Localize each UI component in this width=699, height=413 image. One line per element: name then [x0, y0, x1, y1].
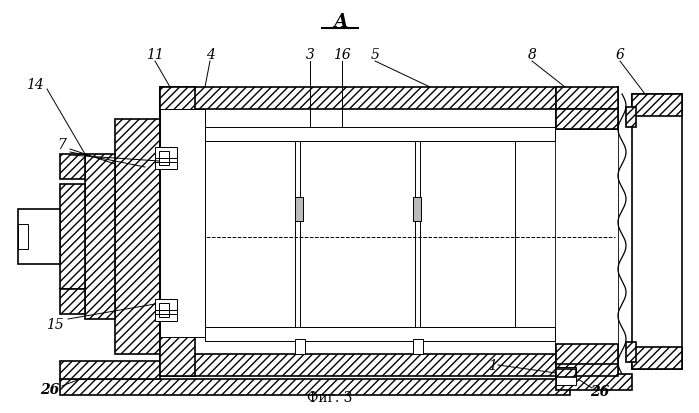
Bar: [160, 110, 205, 337]
Bar: [556, 374, 632, 390]
Bar: [155, 299, 177, 321]
Bar: [556, 367, 576, 385]
Bar: [159, 152, 169, 166]
Bar: [60, 154, 85, 180]
Text: 3: 3: [305, 48, 315, 62]
Bar: [60, 379, 570, 395]
Text: 14: 14: [26, 78, 44, 92]
Text: 7: 7: [57, 138, 66, 152]
Bar: [60, 289, 85, 314]
Bar: [556, 354, 618, 376]
Text: 4: 4: [206, 48, 215, 62]
Text: А: А: [333, 13, 347, 31]
Bar: [60, 361, 160, 379]
Bar: [155, 147, 177, 170]
Bar: [413, 197, 421, 221]
Text: 11: 11: [146, 48, 164, 62]
Text: 26: 26: [591, 384, 610, 398]
Bar: [85, 154, 115, 319]
Bar: [556, 88, 618, 110]
Bar: [295, 197, 303, 221]
Text: 8: 8: [528, 48, 536, 62]
Bar: [626, 108, 636, 128]
Bar: [556, 369, 576, 377]
Bar: [556, 344, 618, 364]
Bar: [413, 339, 423, 354]
Bar: [632, 95, 682, 369]
Text: 5: 5: [370, 48, 380, 62]
Bar: [160, 88, 560, 110]
Bar: [18, 224, 28, 249]
Bar: [160, 88, 195, 376]
Text: 15: 15: [46, 317, 64, 331]
Bar: [295, 339, 305, 354]
Bar: [632, 347, 682, 369]
Bar: [18, 209, 60, 264]
Text: 26: 26: [41, 382, 59, 396]
Bar: [205, 128, 555, 142]
Bar: [300, 142, 415, 327]
Bar: [556, 110, 618, 130]
Bar: [60, 185, 85, 289]
Bar: [632, 95, 682, 117]
Bar: [115, 120, 160, 354]
Bar: [159, 303, 169, 317]
Text: 16: 16: [333, 48, 351, 62]
Text: 6: 6: [616, 48, 624, 62]
Text: 1: 1: [488, 358, 496, 372]
Bar: [626, 342, 636, 362]
Bar: [556, 130, 618, 344]
Bar: [420, 142, 515, 327]
Bar: [205, 142, 295, 327]
Bar: [160, 354, 560, 376]
Text: Фиг. 3: Фиг. 3: [308, 390, 353, 404]
Bar: [205, 327, 555, 341]
